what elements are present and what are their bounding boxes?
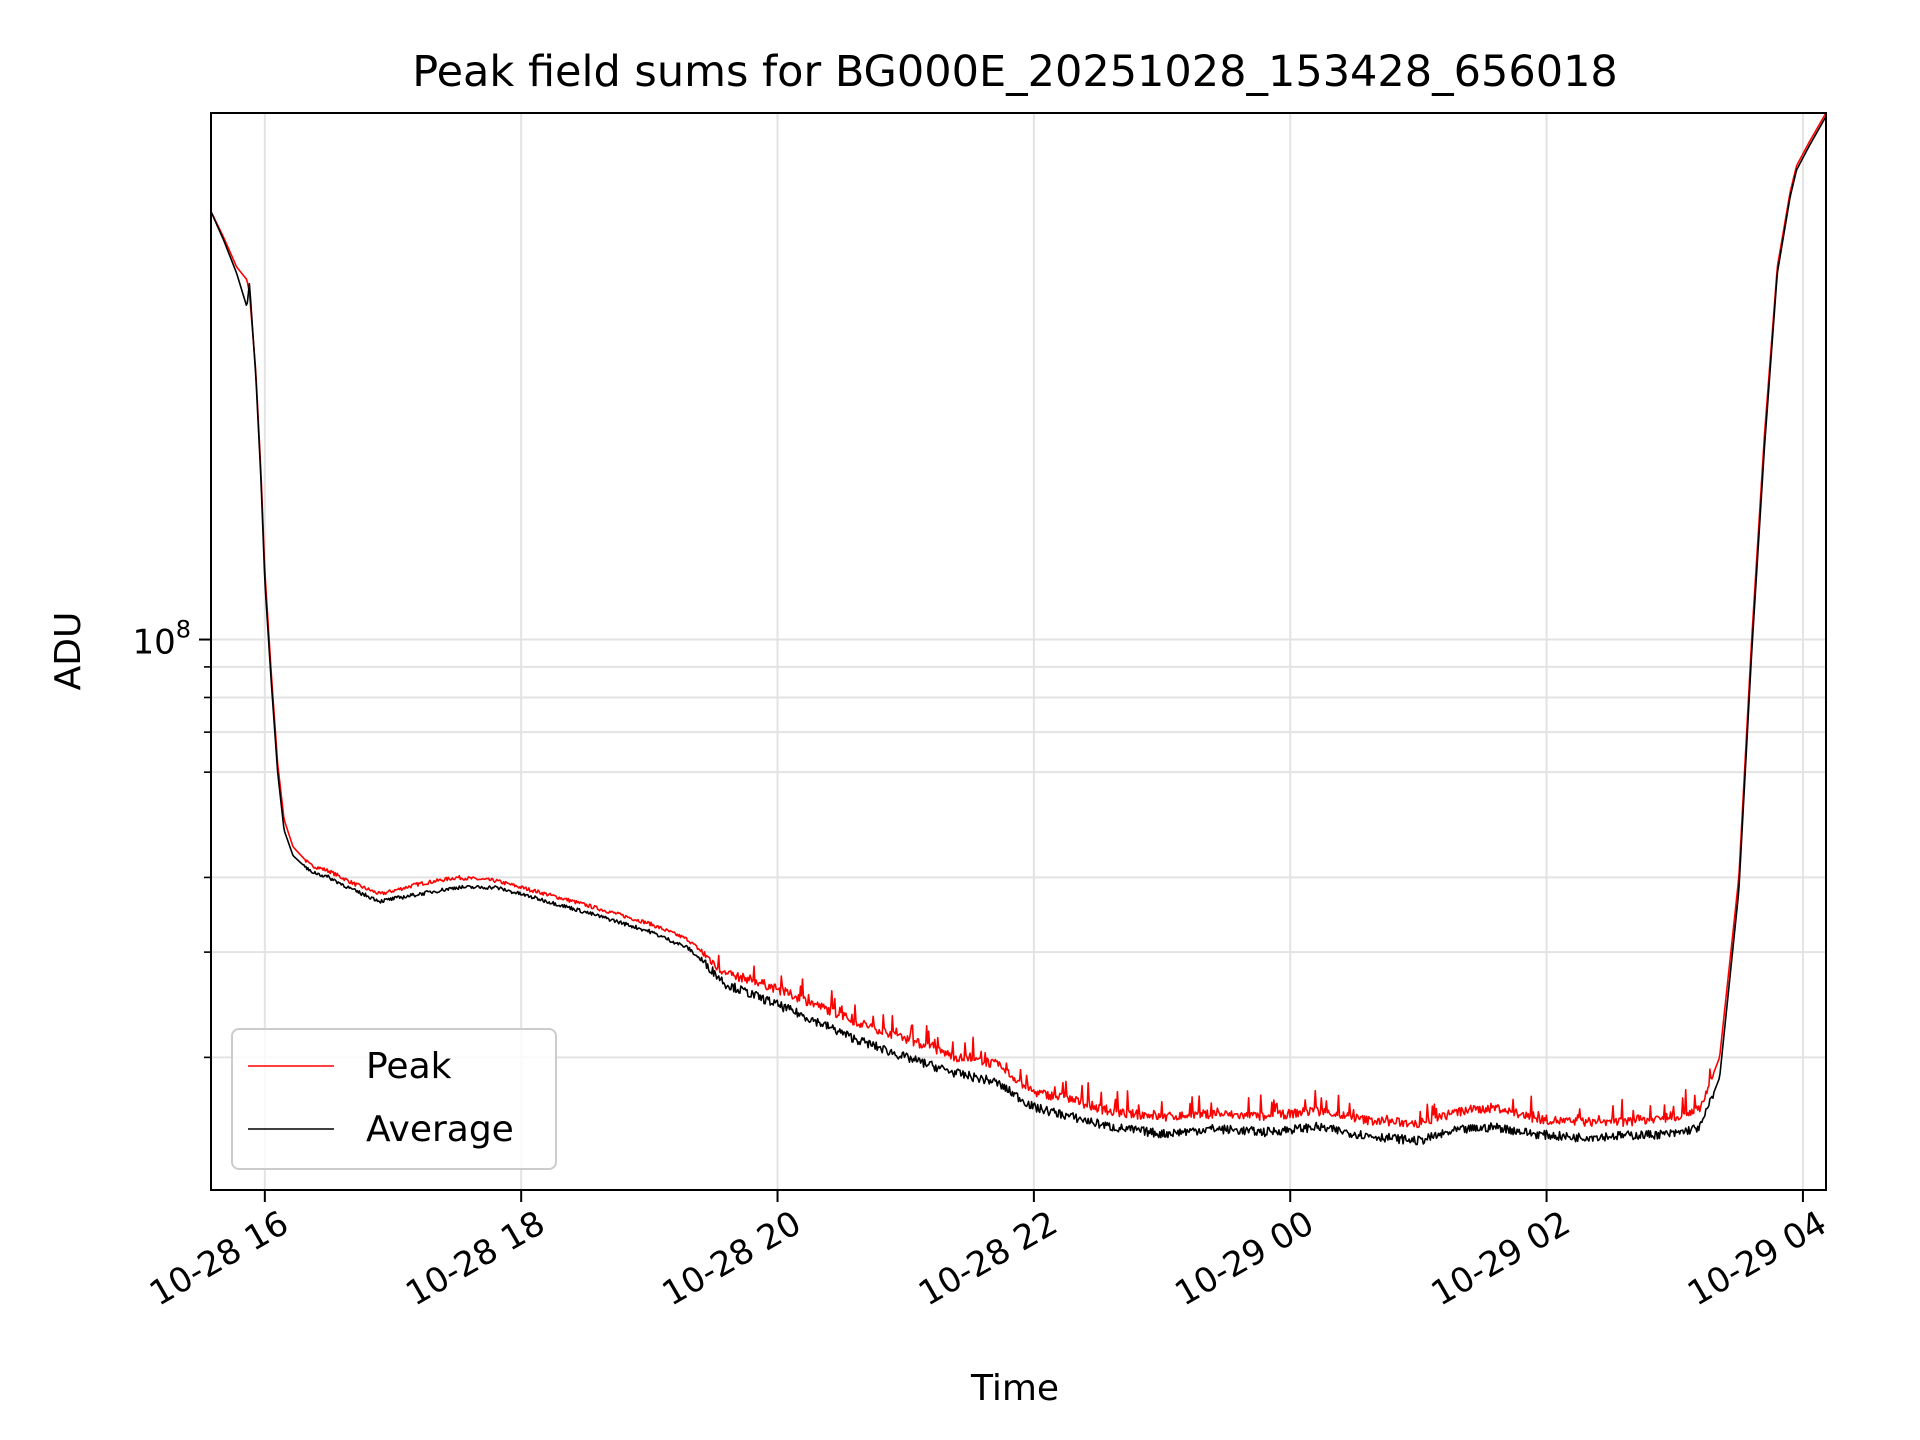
- legend-label-peak: Peak: [366, 1046, 452, 1087]
- y-tick-label-base: 10: [132, 623, 175, 663]
- legend-label-average: Average: [366, 1109, 514, 1150]
- series-line-average: [210, 116, 1827, 1146]
- series-line-peak: [210, 112, 1827, 1129]
- y-tick-label-exponent: 8: [176, 616, 191, 644]
- series-lines: [210, 112, 1827, 1146]
- plot-frame: [210, 112, 1827, 1191]
- y-tick-label: 108: [132, 616, 191, 663]
- chart-title: Peak field sums for BG000E_20251028_1534…: [412, 47, 1618, 97]
- y-axis-title: ADU: [48, 612, 89, 691]
- legend-box: [231, 1028, 557, 1170]
- legend: Peak Average: [231, 1028, 557, 1170]
- x-axis-title: Time: [970, 1368, 1059, 1409]
- grid-lines: [211, 113, 1826, 1190]
